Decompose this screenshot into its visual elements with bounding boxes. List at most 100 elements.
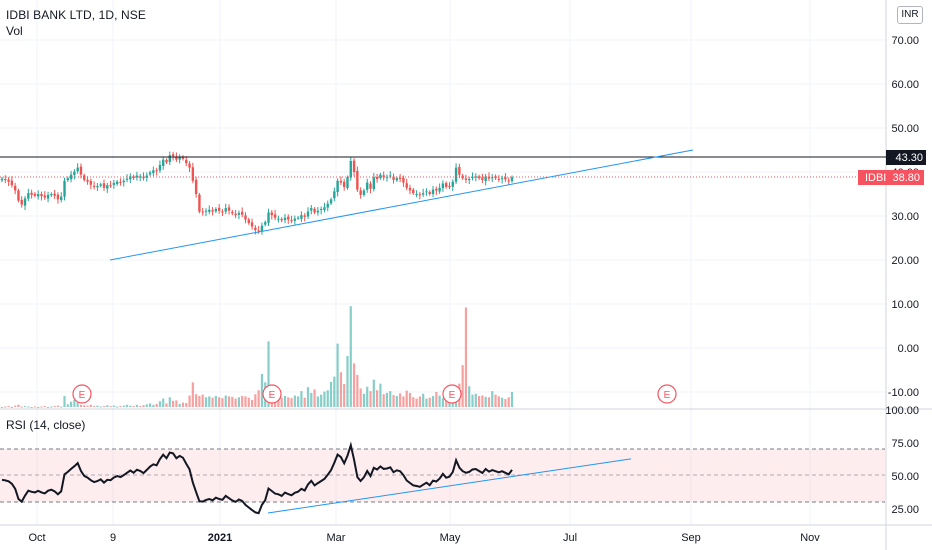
candle-body (296, 217, 300, 219)
earnings-marker[interactable]: E (657, 384, 677, 404)
volume-bar (158, 401, 162, 407)
volume-bar (461, 365, 464, 407)
candle-body (79, 166, 83, 175)
volume-bar (333, 376, 336, 407)
candle-body (267, 212, 270, 223)
candle-body (342, 181, 346, 187)
volume-bar (17, 404, 20, 407)
candle-body (392, 176, 395, 180)
candle-body (500, 178, 504, 180)
volume-bar (362, 393, 366, 407)
volume-bar (40, 406, 43, 408)
volume-bar (510, 392, 514, 407)
candle-body (86, 179, 89, 182)
time-tick-label: Sep (681, 532, 701, 544)
candle-body (448, 185, 451, 187)
volume-bar (178, 403, 181, 407)
candle-body (234, 213, 237, 216)
candle-body (237, 212, 241, 215)
candle-body (346, 177, 349, 189)
volume-bar (399, 393, 402, 407)
volume-bar (69, 401, 73, 407)
volume-bar (132, 406, 135, 408)
volume-bar (507, 397, 510, 407)
volume-bar (385, 392, 389, 407)
candle-body (50, 194, 53, 196)
candle-body (491, 177, 494, 179)
price-tick-label: 70.00 (891, 35, 919, 47)
candle-body (287, 216, 290, 220)
candle-body (214, 208, 218, 212)
rsi-legend[interactable]: RSI (14, close) (6, 418, 86, 432)
volume-bar (27, 406, 30, 408)
volume-bar (283, 395, 287, 407)
volume-bar (50, 406, 53, 408)
candle-body (99, 184, 102, 186)
candle-body (211, 210, 214, 212)
candle-body (382, 175, 385, 178)
candle-body (451, 181, 454, 187)
candle-body (385, 176, 389, 178)
volume-axis-ticks: 10.00 0.00 -10.00 (888, 299, 919, 399)
earnings-marker[interactable]: E (442, 384, 462, 404)
volume-bar (323, 391, 326, 407)
volume-bar (343, 384, 346, 407)
volume-bar (346, 355, 349, 407)
candle-body (240, 211, 244, 215)
candle-body (40, 194, 43, 197)
volume-bar (379, 383, 382, 407)
volume-bar (481, 395, 484, 407)
volume-bar (415, 398, 418, 407)
price-trendline[interactable] (109, 149, 694, 261)
volume-bar (257, 390, 260, 407)
candle-body (319, 208, 323, 211)
rsi-trendline[interactable] (267, 458, 632, 514)
volume-bar (63, 395, 66, 407)
volume-bar (142, 405, 145, 407)
price-tick-label: 60.00 (891, 79, 919, 91)
volume-bar (86, 405, 89, 407)
volume-bar (218, 397, 221, 407)
currency-button[interactable]: INR (897, 6, 923, 24)
time-tick-label: Mar (327, 532, 346, 544)
candle-body (323, 207, 326, 211)
volume-bar (405, 390, 408, 407)
volume-bar (300, 391, 303, 407)
rsi-top-tick-label: 100.00 (885, 405, 919, 417)
candle-body (125, 178, 129, 180)
candle-body (60, 196, 63, 200)
candle-body (474, 176, 478, 178)
candle-body (356, 170, 359, 190)
volume-bar (441, 398, 445, 407)
candle-body (46, 194, 50, 199)
volume-bar (201, 394, 204, 407)
earnings-marker[interactable]: E (72, 384, 92, 404)
volume-bar (165, 403, 168, 407)
volume-bar (162, 398, 165, 407)
volume-bar (33, 406, 37, 408)
volume-bar (10, 406, 13, 408)
volume-bar (14, 405, 17, 407)
candle-body (36, 194, 40, 197)
candle-body (102, 183, 106, 188)
candle-body (185, 159, 188, 164)
volume-tick-label: -10.00 (888, 387, 919, 399)
candle-body (270, 212, 274, 216)
candle-body (313, 208, 316, 213)
last-price-label: IDBI 38.80 (858, 170, 924, 185)
volume-bar (204, 397, 208, 407)
rsi-line (1, 441, 513, 515)
volume-legend[interactable]: Vol (6, 24, 23, 38)
volume-bar (214, 395, 217, 407)
resistance-price-label: 43.30 (886, 150, 926, 165)
volume-bar (313, 389, 316, 407)
candle-body (43, 195, 46, 198)
volume-bar (211, 397, 214, 407)
volume-bar (181, 402, 185, 407)
earnings-marker[interactable]: E (262, 384, 282, 404)
symbol-title[interactable]: IDBI BANK LTD, 1D, NSE (6, 8, 147, 22)
chart-grid (0, 0, 886, 525)
candle-body (352, 160, 356, 172)
volume-bar (99, 406, 102, 408)
